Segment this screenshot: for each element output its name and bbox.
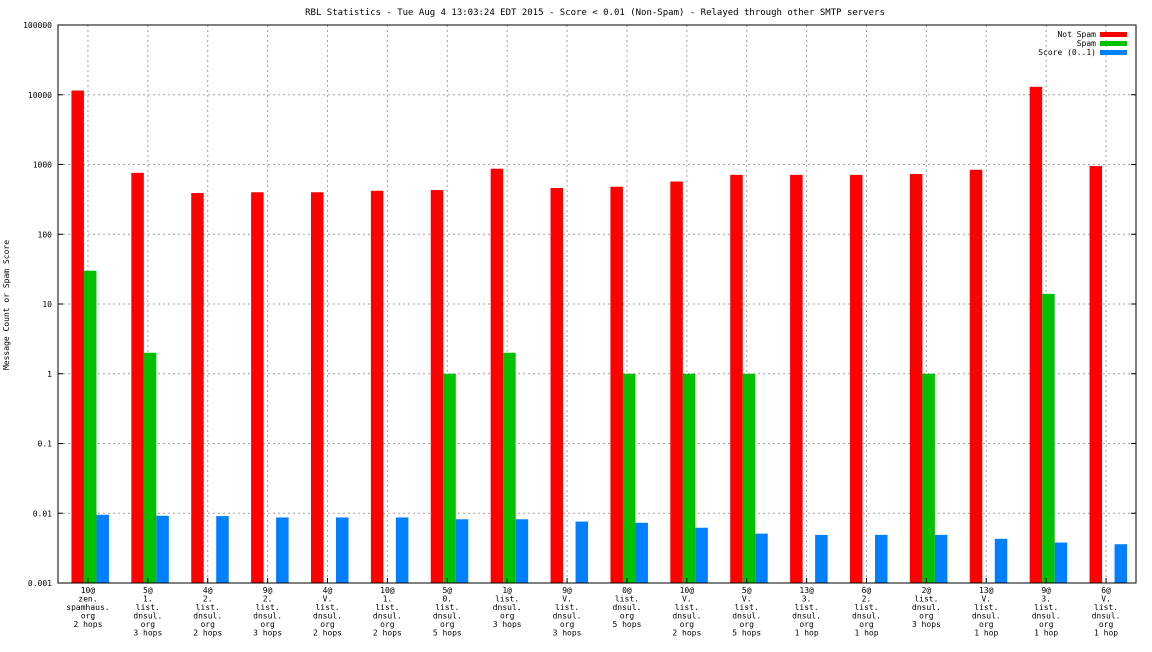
bar-spam [503,352,516,583]
x-tick-label: 10@ zen. spamhaus. org 2 hops [66,586,109,629]
bar-score-0-1 [635,522,648,583]
y-tick-label: 1 [47,370,52,379]
bar-score-0-1 [276,517,289,583]
legend-label: Not Spam [1057,30,1096,39]
bar-spam [443,373,456,583]
bar-score-0-1 [395,517,409,583]
bar-not-spam [1029,86,1043,583]
bar-not-spam [610,186,623,583]
plot-border [57,24,1137,584]
y-tick-label: 100 [38,230,53,239]
plot-frame [57,24,1137,584]
x-tick-label: 9@ 3. list. dnsul. org 1 hop [1032,586,1061,638]
x-tick-label: 4@ V. list. dnsul. org 2 hops [313,586,342,638]
bar-score-0-1 [815,534,828,583]
bar-spam [1042,293,1055,583]
bar-not-spam [850,174,863,583]
bar-spam [922,373,935,583]
bar-not-spam [790,174,803,583]
bar-not-spam [251,192,264,583]
bar-score-0-1 [934,534,948,583]
bar-score-0-1 [455,519,469,583]
bar-not-spam [311,192,324,583]
bar-not-spam [490,168,504,583]
bar-not-spam [670,181,683,584]
legend-label: Spam [1077,39,1096,48]
bar-score-0-1 [216,516,229,583]
x-tick-label: 6@ V. list. dnsul. org 1 hop [1092,586,1121,638]
y-tick-label: 100000 [23,21,52,30]
x-tick-label: 5@ V. list. dnsul. org 5 hops [732,586,761,638]
bar-score-0-1 [336,517,349,583]
x-tick-label: 2@ list. dnsul. org 3 hops [912,586,941,629]
x-tick-label: 5@ 1. list. dnsul. org 3 hops [133,586,162,638]
bar-not-spam [430,190,444,583]
bar-score-0-1 [994,538,1008,583]
x-tick-label: 5@ 0. list. dnsul. org 5 hops [433,586,462,638]
x-tick-label: 1@ list. dnsul. org 3 hops [493,586,522,629]
bar-not-spam [550,188,564,583]
bar-spam [83,270,97,583]
x-tick-labels: 10@ zen. spamhaus. org 2 hops 5@ 1. list. dnsul.… [66,586,1120,638]
bar-score-0-1 [875,534,888,583]
x-tick-label: 0@ list. dnsul. org 5 hops [612,586,641,629]
bar-score-0-1 [96,514,109,583]
bar-score-0-1 [695,527,708,583]
bar-not-spam [909,174,923,583]
bar-not-spam [969,169,983,583]
bar-score-0-1 [156,515,169,583]
legend-swatch [1100,50,1127,55]
x-tick-label: 4@ 2. list. dnsul. org 2 hops [193,586,222,638]
y-tick-label: 0.001 [28,579,52,588]
y-tick-label: 10 [42,300,52,309]
y-tick-label: 0.1 [38,440,53,449]
x-tick-label: 6@ 2. list. dnsul. org 1 hop [852,586,881,638]
legend-swatch [1100,32,1127,37]
bar-score-0-1 [515,519,529,583]
bars-group [71,86,1128,584]
bar-not-spam [191,193,204,583]
x-tick-label: 10@ V. list. dnsul. org 2 hops [672,586,701,638]
legend-swatch [1100,41,1127,46]
bar-spam [622,373,636,583]
legend-label: Score (0..1) [1038,48,1096,57]
bar-spam [742,373,756,583]
y-tick-label: 1000 [33,161,52,170]
x-tick-label: 9@ V. list. dnsul. org 3 hops [553,586,582,638]
bar-not-spam [1089,166,1103,583]
bar-score-0-1 [1054,542,1068,583]
x-tick-label: 13@ V. list. dnsul. org 1 hop [972,586,1001,638]
bar-not-spam [71,90,84,583]
x-tick-label: 9@ 2. list. dnsul. org 3 hops [253,586,282,638]
bar-not-spam [370,190,384,583]
x-tick-label: 10@ 1. list. dnsul. org 2 hops [373,586,402,638]
y-tick-labels: 0.001 0.01 0.1 1 10 100 1000 10000 100000 [23,21,52,588]
chart-title: RBL Statistics - Tue Aug 4 13:03:24 EDT … [305,8,885,18]
bar-not-spam [730,174,743,583]
y-tick-label: 10000 [28,91,52,100]
x-tick-label: 13@ 3. list. dnsul. org 1 hop [792,586,821,638]
bar-score-0-1 [755,533,768,583]
bar-spam [143,352,157,583]
bar-score-0-1 [1114,544,1128,583]
y-tick-label: 0.01 [33,509,52,518]
bar-spam [682,373,696,583]
bar-not-spam [131,172,144,584]
bar-score-0-1 [575,521,589,583]
y-axis-label: Message Count or Spam Score [2,240,11,370]
